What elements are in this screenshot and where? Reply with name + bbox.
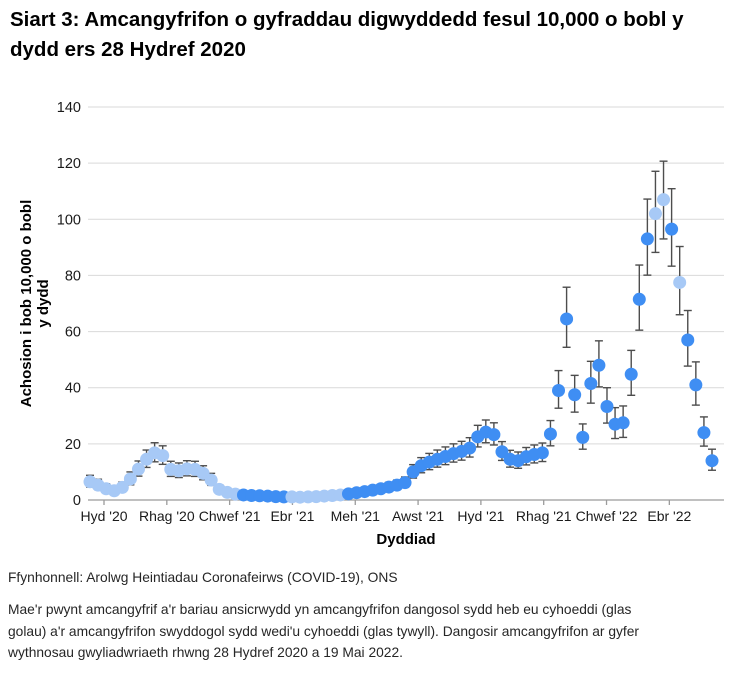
data-point-published (463, 441, 477, 455)
y-axis-title: Achosion i bob 10,000 o bobly dydd (18, 200, 52, 408)
x-tick-label: Rhag '20 (139, 508, 195, 524)
x-tick-label: Meh '21 (331, 508, 381, 524)
y-tick-label: 0 (73, 493, 81, 509)
x-tick-label: Rhag '21 (516, 508, 572, 524)
y-tick-label: 140 (57, 100, 81, 116)
data-point-published (681, 333, 695, 347)
data-point-published (665, 222, 679, 236)
data-point-unpublished (123, 472, 137, 486)
x-tick-label: Chwef '22 (576, 508, 638, 524)
source-text: Ffynhonnell: Arolwg Heintiadau Coronafei… (8, 570, 398, 585)
data-point-published (600, 400, 614, 414)
y-tick-label: 40 (65, 381, 81, 397)
data-point-published (697, 426, 711, 440)
data-point-published (487, 428, 501, 442)
y-tick-label: 80 (65, 268, 81, 284)
x-tick-label: Ebr '22 (647, 508, 691, 524)
data-point-unpublished (204, 473, 218, 487)
note-text: Mae'r pwynt amcangyfrif a'r bariau ansic… (8, 602, 640, 660)
x-tick-label: Awst '21 (392, 508, 444, 524)
data-points-group (83, 193, 719, 504)
chart-title: Siart 3: Amcangyfrifon o gyfraddau digwy… (10, 8, 684, 61)
data-point-unpublished (131, 462, 145, 476)
data-point-published (568, 388, 582, 402)
data-point-published (560, 312, 574, 326)
data-point-published (689, 378, 703, 392)
x-tick-label: Chwef '21 (199, 508, 261, 524)
data-point-unpublished (648, 207, 662, 221)
data-point-published (592, 358, 606, 372)
data-point-unpublished (673, 275, 687, 289)
x-axis-group: Hyd '20 Rhag '20 Chwef '21 Ebr '21 Meh '21 Aw… (80, 500, 692, 524)
y-tick-label: 20 (65, 437, 81, 453)
data-point-published (584, 377, 598, 391)
data-point-unpublished (115, 480, 129, 494)
data-point-published (616, 416, 630, 430)
y-tick-label: 100 (57, 212, 81, 228)
data-point-published (640, 232, 654, 246)
data-point-published (552, 384, 566, 398)
data-point-published (576, 430, 590, 444)
gridlines-group (88, 106, 724, 501)
data-point-published (705, 454, 719, 468)
data-point-published (632, 292, 646, 306)
y-axis-labels-group: 0 20 40 60 80 100 120 140 (57, 100, 81, 509)
y-tick-label: 60 (65, 325, 81, 341)
data-point-published (624, 367, 638, 381)
data-point-published (535, 446, 549, 460)
x-tick-label: Ebr '21 (270, 508, 314, 524)
error-bars-group (86, 160, 716, 500)
x-tick-label: Hyd '20 (80, 508, 127, 524)
data-point-unpublished (156, 449, 170, 463)
data-point-published (398, 476, 412, 490)
data-point-published (543, 427, 557, 441)
x-tick-label: Hyd '21 (457, 508, 504, 524)
y-tick-label: 120 (57, 156, 81, 172)
data-point-unpublished (657, 193, 671, 207)
x-axis-title: Dyddiad (376, 531, 435, 548)
